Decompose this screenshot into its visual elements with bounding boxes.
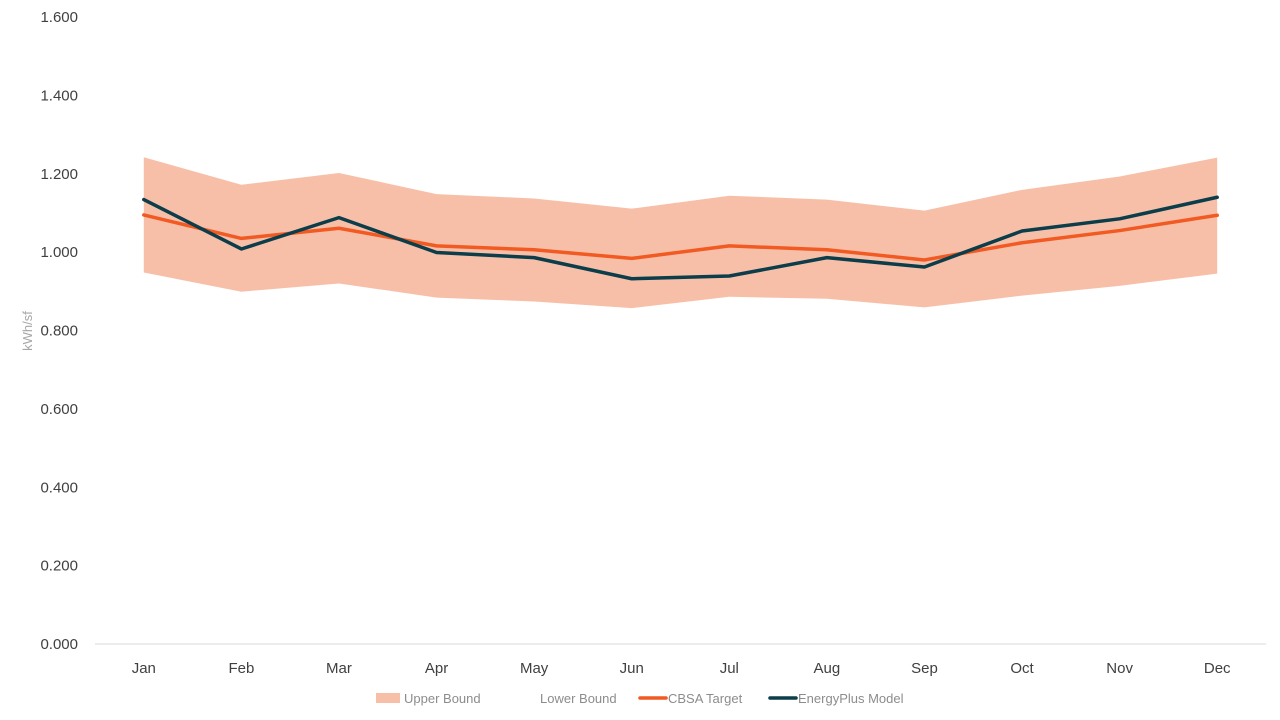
legend-swatch-upper-bound: [376, 693, 400, 703]
x-tick-label: Apr: [425, 660, 448, 677]
x-tick-label: Aug: [814, 660, 841, 677]
y-axis-label: kWh/sf: [20, 311, 35, 351]
x-tick-label: Jan: [132, 660, 156, 677]
x-tick-label: Nov: [1106, 660, 1133, 677]
y-tick-label: 0.400: [40, 479, 78, 496]
y-tick-labels: 0.000 0.200 0.400 0.600 0.800 1.000 1.200 1.400…: [40, 9, 78, 653]
x-tick-label: Mar: [326, 660, 352, 677]
x-tick-label: Feb: [228, 660, 254, 677]
x-tick-labels: Jan Feb Mar Apr May Jun Jul Aug Sep Oct Nov Dec: [132, 660, 1231, 677]
upper-bound-band: [143, 157, 1218, 309]
x-tick-label: May: [520, 660, 549, 677]
legend-swatch-lower-bound: [512, 693, 536, 703]
legend-label-energyplus-model: EnergyPlus Model: [798, 691, 904, 706]
y-tick-label: 0.200: [40, 558, 78, 575]
x-tick-label: Jul: [720, 660, 739, 677]
y-tick-label: 1.400: [40, 87, 78, 104]
x-tick-label: Dec: [1204, 660, 1231, 677]
legend-label-cbsa-target: CBSA Target: [668, 691, 743, 706]
y-tick-label: 1.200: [40, 166, 78, 183]
band-layer: [143, 157, 1218, 309]
y-tick-label: 0.600: [40, 401, 78, 418]
legend-label-upper-bound: Upper Bound: [404, 691, 481, 706]
y-tick-label: 1.000: [40, 244, 78, 261]
legend: Upper Bound Lower Bound CBSA Target EnergyP…: [376, 691, 904, 706]
y-tick-label: 0.000: [40, 636, 78, 653]
cbsa-target-line: [142, 213, 1219, 262]
energyplus-model-line: [142, 195, 1219, 281]
legend-label-lower-bound: Lower Bound: [540, 691, 617, 706]
x-tick-label: Oct: [1010, 660, 1034, 677]
y-tick-label: 0.800: [40, 323, 78, 340]
lines-layer: [142, 195, 1219, 281]
x-tick-label: Jun: [620, 660, 644, 677]
y-tick-label: 1.600: [40, 9, 78, 26]
x-tick-label: Sep: [911, 660, 938, 677]
